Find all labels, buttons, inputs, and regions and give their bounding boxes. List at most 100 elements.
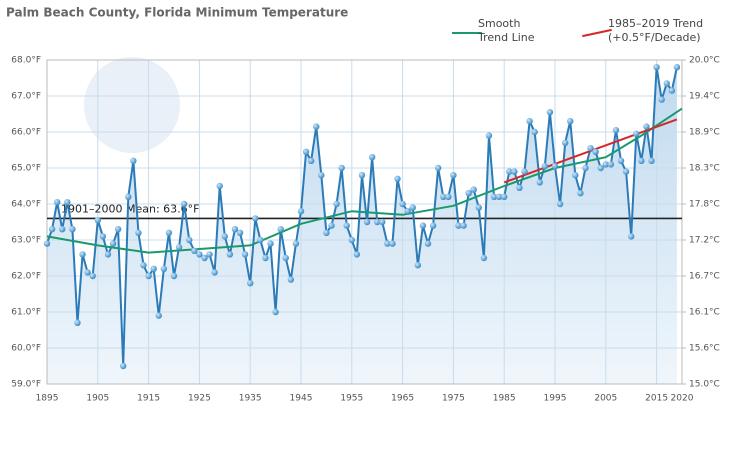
data-point [282, 254, 289, 262]
data-point [622, 168, 630, 175]
y-tick-label: 60.0°F [11, 344, 41, 354]
data-point [546, 109, 554, 116]
data-point [506, 168, 513, 175]
data-point [445, 193, 452, 200]
data-point [450, 172, 457, 179]
data-point [231, 226, 239, 233]
data-point [663, 80, 670, 87]
data-point [206, 251, 213, 258]
data-point [490, 193, 498, 200]
data-point [511, 168, 518, 175]
data-point [638, 157, 645, 164]
data-point [516, 184, 523, 191]
x-tick-label: 1995 [544, 394, 567, 404]
data-point [211, 269, 218, 276]
legend-label: 1985–2019 Trend (+0.5°F/Decade) [608, 17, 704, 44]
data-point [455, 222, 462, 229]
data-point [180, 200, 188, 208]
data-point [130, 157, 137, 164]
data-point [226, 251, 234, 258]
x-tick-label: 1925 [188, 394, 211, 404]
y-tick-label: 61.0°F [11, 308, 41, 318]
data-point [43, 240, 51, 247]
data-point [302, 148, 310, 155]
data-point [165, 229, 173, 236]
y2-tick-label: 19.4°C [689, 92, 720, 102]
data-point [379, 218, 386, 226]
y-tick-label: 64.0°F [11, 200, 41, 210]
data-point [673, 63, 681, 71]
data-point [582, 164, 589, 172]
x-tick-label: 2020 [671, 394, 694, 404]
data-point [297, 208, 305, 215]
data-point [89, 272, 96, 280]
y-tick-label: 68.0°F [11, 56, 41, 66]
legend-label: Smooth Trend Line [478, 17, 535, 44]
data-point [114, 226, 122, 233]
data-point [374, 218, 381, 226]
data-point [145, 272, 152, 280]
y2-tick-label: 15.6°C [689, 343, 720, 353]
data-point [175, 244, 183, 251]
data-point [307, 157, 315, 164]
x-tick-label: 2015 [645, 394, 668, 404]
data-point [328, 222, 335, 229]
data-point [465, 190, 472, 197]
data-point [323, 229, 330, 236]
data-point [358, 172, 366, 179]
y2-tick-label: 15.0°C [689, 380, 720, 390]
data-point [633, 130, 640, 137]
y-tick-label: 67.0°F [11, 92, 41, 102]
data-point [653, 63, 660, 71]
data-point [480, 254, 488, 262]
data-point [409, 204, 416, 211]
data-point [658, 96, 665, 103]
data-point [338, 164, 345, 172]
logo [84, 57, 180, 153]
data-point [460, 222, 467, 229]
data-point [69, 226, 76, 233]
x-tick-label: 1945 [290, 394, 313, 404]
data-point [99, 233, 107, 240]
data-point [155, 312, 162, 319]
data-point [120, 362, 127, 370]
data-point [252, 215, 259, 222]
y2-tick-label: 16.1°C [689, 308, 720, 318]
data-point [668, 87, 676, 94]
data-point [597, 164, 604, 172]
data-point [612, 127, 620, 134]
data-point [531, 128, 538, 136]
data-point [419, 222, 427, 229]
mean-label: 1901–2000 Mean: 63.6°F [61, 202, 199, 215]
x-tick-label: 1985 [493, 394, 516, 404]
y2-tick-label: 16.7°C [689, 271, 720, 281]
x-tick-label: 1975 [442, 394, 465, 404]
data-point [424, 240, 432, 247]
data-point [577, 190, 584, 197]
plot-frame [46, 59, 683, 385]
data-point [64, 199, 71, 206]
data-point [602, 161, 609, 168]
data-point [247, 280, 254, 287]
data-point [333, 200, 340, 208]
data-point [556, 200, 564, 208]
y-tick-label: 59.0°F [11, 380, 41, 390]
y2-tick-label: 18.3°C [689, 164, 720, 174]
data-point [617, 157, 625, 164]
data-point [241, 251, 249, 258]
data-point [59, 226, 66, 233]
data-point [262, 254, 269, 262]
data-point [399, 200, 406, 208]
data-point [475, 204, 482, 211]
data-point [343, 222, 350, 229]
data-point [389, 240, 396, 247]
data-point [257, 236, 264, 244]
legend-swatch [452, 32, 482, 34]
data-point [434, 164, 442, 172]
data-point [216, 182, 223, 190]
y2-tick-label: 17.2°C [689, 236, 720, 246]
y-tick-label: 66.0°F [11, 128, 41, 138]
data-point [526, 118, 533, 125]
data-point [353, 251, 361, 258]
